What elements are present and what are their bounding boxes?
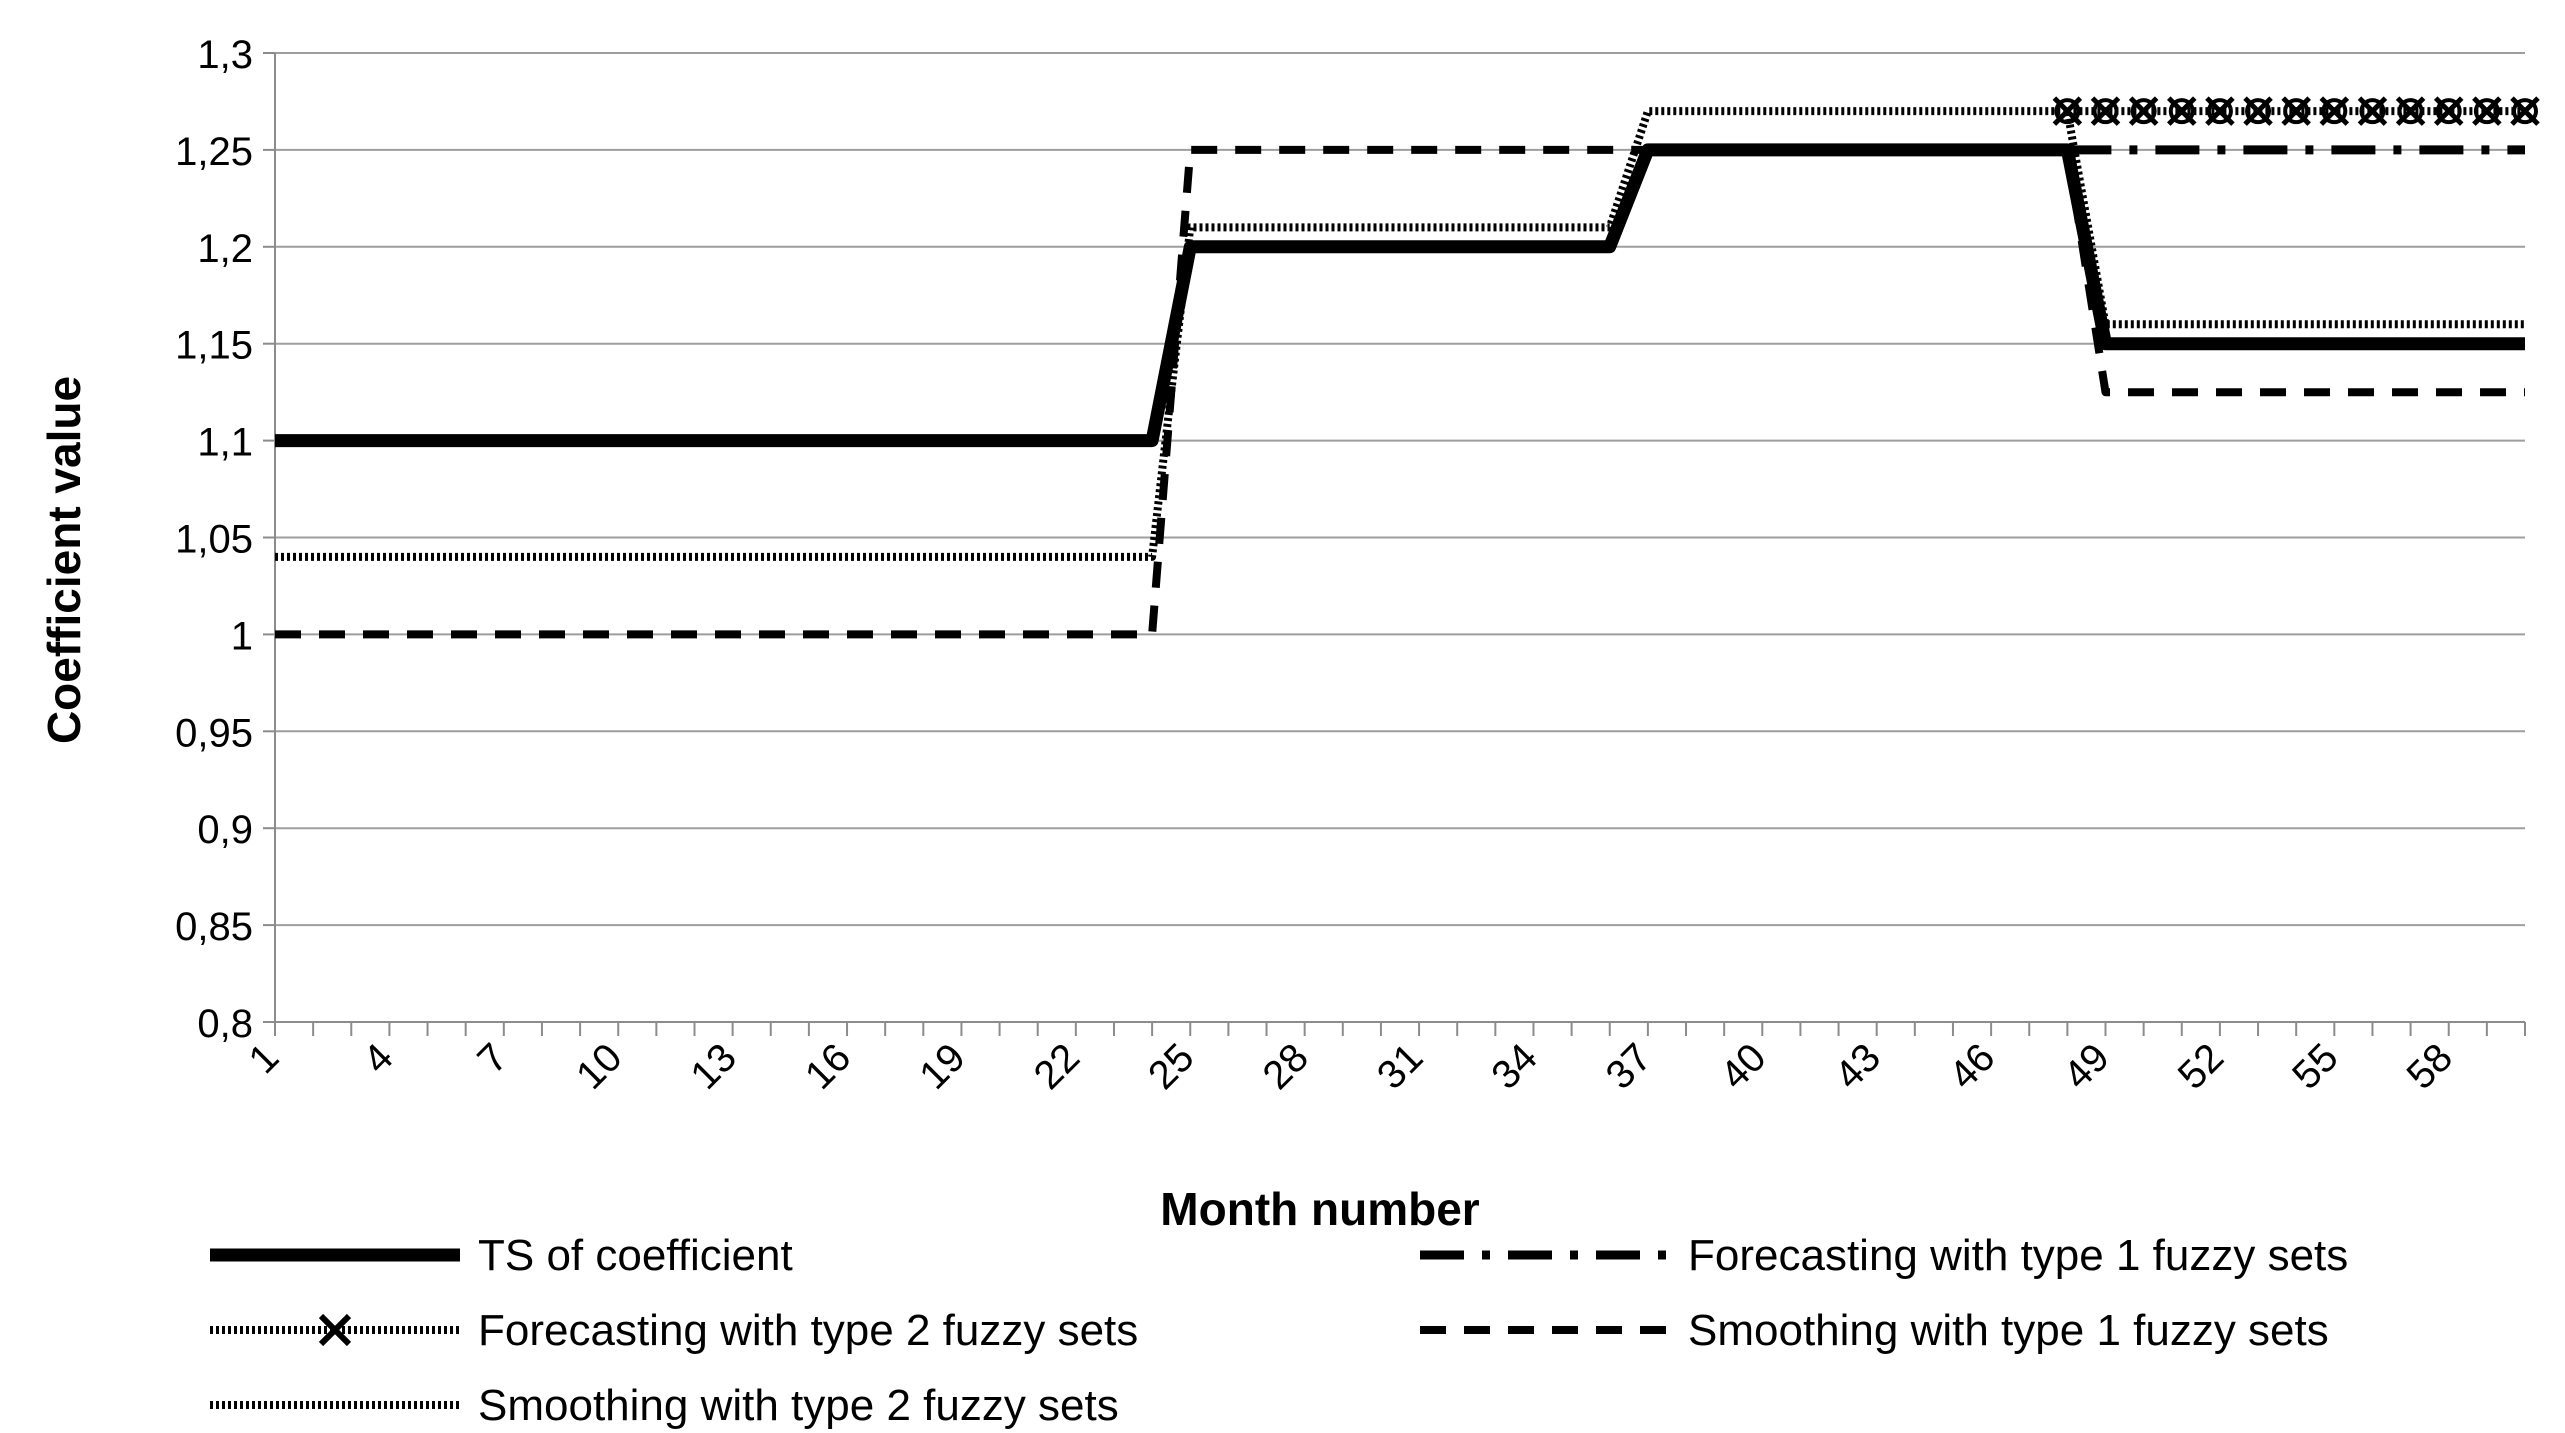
series-marker-circle [2168, 98, 2195, 125]
series-marker-circle [2092, 98, 2119, 125]
y-tick-label: 1,05 [175, 518, 253, 562]
legend: TS of coefficient Forecasting with type 1… [210, 1231, 2348, 1430]
series-marker-circle [2283, 98, 2310, 125]
x-tick-label: 49 [2055, 1035, 2118, 1098]
x-tick-label: 10 [568, 1035, 631, 1098]
y-tick-label: 0,95 [175, 711, 253, 755]
series-lines [275, 96, 2540, 639]
legend-label-4: Smoothing with type 1 fuzzy sets [1688, 1306, 2329, 1355]
grid-lines [275, 52, 2525, 1023]
series-marker-circle [2321, 98, 2348, 125]
series-line-1 [275, 143, 2525, 448]
series-marker-circle [2130, 98, 2157, 125]
x-tick-label: 13 [682, 1035, 745, 1098]
y-tick-label: 1,3 [197, 33, 253, 77]
series-marker-circle [2245, 98, 2272, 125]
y-tick-label: 0,8 [197, 1002, 253, 1046]
axes [263, 52, 2526, 1036]
series-line-4 [275, 145, 2525, 639]
series-marker-circle [2512, 98, 2538, 125]
x-tick-label: 52 [2170, 1035, 2233, 1098]
legend-label-3: Forecasting with type 2 fuzzy sets [478, 1306, 1138, 1355]
series-marker-circle [2397, 98, 2424, 125]
series-marker-circle [2359, 98, 2386, 125]
legend-label-5: Smoothing with type 2 fuzzy sets [478, 1381, 1119, 1430]
y-tick-label: 1,15 [175, 324, 253, 368]
x-tick-label: 40 [1712, 1035, 1775, 1098]
legend-marker-x [318, 1313, 352, 1347]
x-tick-label: 4 [355, 1035, 402, 1082]
series-line-5 [275, 107, 2525, 561]
series-marker-circle [2435, 98, 2462, 125]
y-axis-title: Coefficient value [38, 376, 90, 744]
x-tick-label: 22 [1026, 1035, 1089, 1098]
x-tick-label: 43 [1826, 1035, 1889, 1098]
x-tick-labels: 1 4 7 10 13 16 19 22 25 28 31 34 37 40 43 46 49 52 55 58 [241, 1035, 2462, 1098]
x-tick-label: 34 [1483, 1035, 1546, 1098]
x-tick-label: 19 [911, 1035, 974, 1098]
x-axis-title: Month number [1160, 1183, 1479, 1235]
x-tick-label: 16 [797, 1035, 860, 1098]
x-tick-label: 58 [2399, 1035, 2462, 1098]
legend-label-2: Forecasting with type 1 fuzzy sets [1688, 1231, 2348, 1280]
x-tick-label: 28 [1254, 1035, 1317, 1098]
x-tick-label: 37 [1598, 1035, 1661, 1098]
y-tick-label: 1,2 [197, 227, 253, 271]
series-marker-circle [2054, 98, 2081, 125]
y-tick-labels: 0,8 0,85 0,9 0,95 1 1,05 1,1 1,15 1,2 1,25 1,3 [175, 33, 253, 1046]
y-tick-label: 1,1 [197, 421, 253, 465]
x-tick-label: 7 [469, 1035, 516, 1082]
y-tick-label: 1 [231, 614, 253, 658]
x-tick-label: 31 [1369, 1035, 1432, 1098]
x-tick-label: 46 [1941, 1035, 2004, 1098]
x-tick-label: 55 [2284, 1035, 2347, 1098]
series-marker-circle [2473, 98, 2500, 125]
y-tick-label: 0,85 [175, 905, 253, 949]
y-tick-label: 1,25 [175, 130, 253, 174]
legend-label-1: TS of coefficient [478, 1231, 793, 1280]
series-marker-circle [2206, 98, 2233, 125]
x-tick-label: 25 [1140, 1035, 1203, 1098]
y-tick-label: 0,9 [197, 808, 253, 852]
